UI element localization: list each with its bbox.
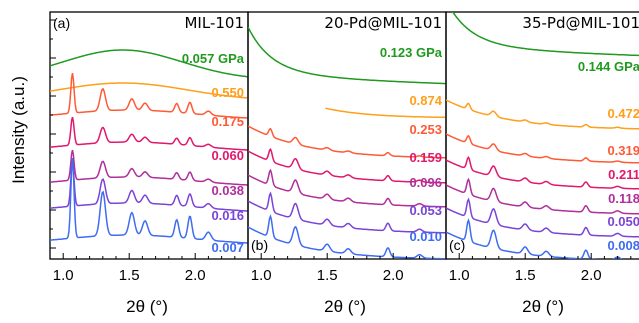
series-line (451, 12, 639, 57)
series-label: 0.016 (211, 208, 244, 223)
x-tick-label: 1.0 (251, 267, 272, 284)
series-line (50, 149, 248, 186)
series-label: 0.050 (607, 214, 639, 229)
series-label: 0.118 (608, 191, 639, 206)
series-line (446, 218, 623, 259)
panel-title: MIL-101 (184, 14, 244, 32)
series-label: 0.144 GPa (578, 59, 639, 74)
series-line (248, 191, 446, 234)
x-tick-label: 2.0 (581, 267, 602, 284)
x-axis-label: 2θ (°) (522, 297, 564, 316)
series-line (50, 160, 248, 212)
x-tick-label: 2.0 (185, 267, 206, 284)
series-line (50, 116, 248, 151)
panel-a: 0.057 GPa 0.550 0.175 0.060 0.038 0.016 0.007 M… (49, 11, 249, 316)
panel-c: 0.144 GPa 0.472 0.319 0.211 0.118 0.050 0.008 3… (445, 11, 639, 316)
x-tick-label: 2.0 (383, 267, 404, 284)
curves (446, 12, 639, 259)
series-line (50, 82, 248, 99)
series-line (248, 214, 446, 259)
panel-title: 35-Pd@MIL-101 (522, 14, 639, 32)
series-label: 0.007 (211, 240, 244, 255)
series-label: 0.550 (211, 85, 244, 100)
curves (50, 49, 248, 244)
panel-title: 20-Pd@MIL-101 (324, 14, 442, 32)
x-tick-label: 1.5 (119, 267, 140, 284)
series-line (446, 197, 639, 238)
panel-letter: (c) (449, 237, 465, 253)
series-line (446, 156, 639, 190)
x-tick-label: 1.5 (515, 267, 536, 284)
series-line (446, 177, 639, 215)
series-label: 0.472 (607, 106, 639, 121)
series-label: 0.008 (607, 238, 639, 253)
x-tick-label: 1.5 (317, 267, 338, 284)
series-line (50, 49, 248, 78)
x-tick-label: 1.0 (53, 267, 74, 284)
series-line (248, 168, 446, 208)
series-label: 0.253 (409, 122, 442, 137)
series-label: 0.211 (608, 167, 639, 182)
y-axis-label: Intensity (a.u.) (9, 76, 28, 184)
curves (248, 26, 446, 259)
series-label: 0.038 (211, 183, 244, 198)
series-line (325, 107, 446, 119)
series-label: 0.319 (607, 143, 639, 158)
panel-b: 0.123 GPa 0.874 0.253 0.159 0.096 0.053 0.010 2… (247, 11, 447, 316)
panel-letter: (a) (53, 15, 70, 31)
series-label: 0.060 (211, 148, 244, 163)
series-label: 0.159 (409, 150, 442, 165)
series-line (50, 72, 248, 119)
panel-frame (445, 11, 639, 260)
series-label: 0.096 (409, 175, 442, 190)
x-axis-label: 2θ (°) (126, 297, 168, 316)
series-line (248, 125, 446, 159)
series-label: 0.123 GPa (380, 45, 443, 60)
series-label: 0.010 (409, 229, 442, 244)
series-label: 0.175 (211, 114, 244, 129)
x-tick-label: 1.0 (449, 267, 470, 284)
series-line (248, 147, 446, 184)
series-line (50, 158, 248, 244)
series-label: 0.874 (409, 93, 442, 108)
panel-letter: (b) (251, 237, 268, 253)
series-label: 0.053 (409, 203, 442, 218)
series-line (446, 133, 639, 164)
series-line (446, 99, 639, 130)
series-line (248, 26, 446, 85)
series-label: 0.057 GPa (182, 51, 245, 66)
x-axis-label: 2θ (°) (324, 297, 366, 316)
